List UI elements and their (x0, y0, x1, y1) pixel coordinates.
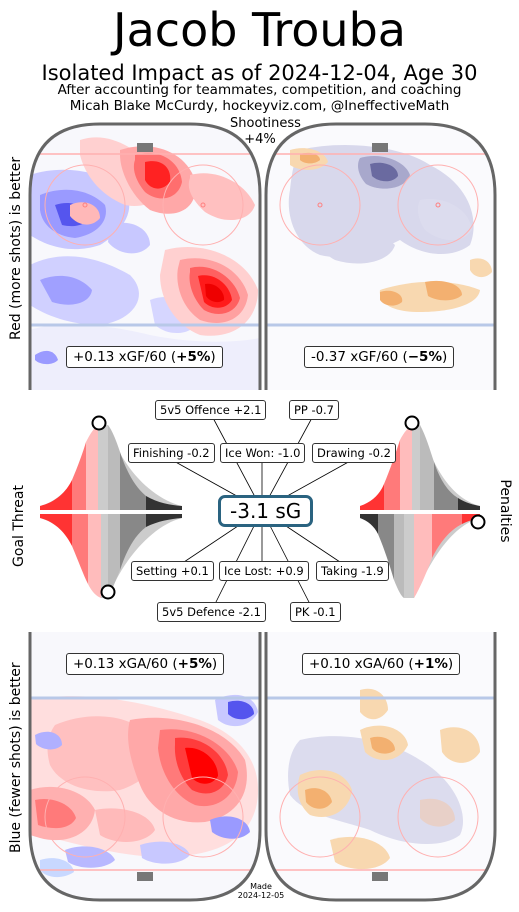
ice-won-component: Ice Won: -1.0 (220, 443, 306, 463)
goal-threat-defence-marker (100, 584, 116, 600)
made-label: Made (250, 882, 272, 891)
shootiness-label: Shootiness (230, 116, 301, 131)
shootiness-value: +4% (244, 132, 276, 147)
penalties-distribution (360, 415, 486, 598)
penalties-drawing-marker (404, 415, 420, 431)
offence-5v5-rink (30, 124, 260, 390)
goal-threat-axis-label: Goal Threat (11, 485, 27, 567)
red-better-axis-label: Red (more shots) is better (8, 156, 24, 340)
drawing-component: Drawing -0.2 (312, 443, 396, 463)
goal-threat-offence-marker (91, 415, 107, 431)
defence-5v5-summary: +0.13 xGA/60 (+5%) (66, 653, 225, 675)
pp-component: PP -0.7 (289, 400, 339, 420)
player-name-title: Jacob Trouba (113, 3, 406, 57)
offence-5v5-component: 5v5 Offence +2.1 (155, 400, 267, 420)
penalty-kill-summary: +0.10 xGA/60 (+1%) (302, 653, 461, 675)
powerplay-rink (266, 124, 495, 390)
credit-line-1: After accounting for teammates, competit… (57, 82, 462, 98)
finishing-component: Finishing -0.2 (128, 443, 215, 463)
defence-5v5-rink (30, 632, 260, 900)
goal-threat-distribution (40, 415, 182, 600)
pk-component: PK -0.1 (290, 602, 341, 622)
taking-component: Taking -1.9 (316, 561, 389, 581)
blue-better-axis-label: Blue (fewer shots) is better (8, 662, 24, 853)
ice-lost-component: Ice Lost: +0.9 (219, 561, 309, 581)
made-date: 2024-12-05 (237, 891, 285, 900)
subtitle: Isolated Impact as of 2024-12-04, Age 30 (41, 61, 478, 85)
penalties-taking-marker (470, 514, 486, 530)
penalty-kill-rink (266, 632, 495, 900)
penalties-axis-label: Penalties (497, 479, 513, 543)
setting-component: Setting +0.1 (131, 561, 214, 581)
total-sg-box: -3.1 sG (218, 495, 314, 527)
defence-5v5-component: 5v5 Defence -2.1 (157, 602, 266, 622)
credit-line-2: Micah Blake McCurdy, hockeyviz.com, @Ine… (69, 98, 450, 114)
offence-5v5-summary: +0.13 xGF/60 (+5%) (66, 346, 223, 368)
powerplay-summary: -0.37 xGF/60 (−5%) (304, 346, 455, 368)
